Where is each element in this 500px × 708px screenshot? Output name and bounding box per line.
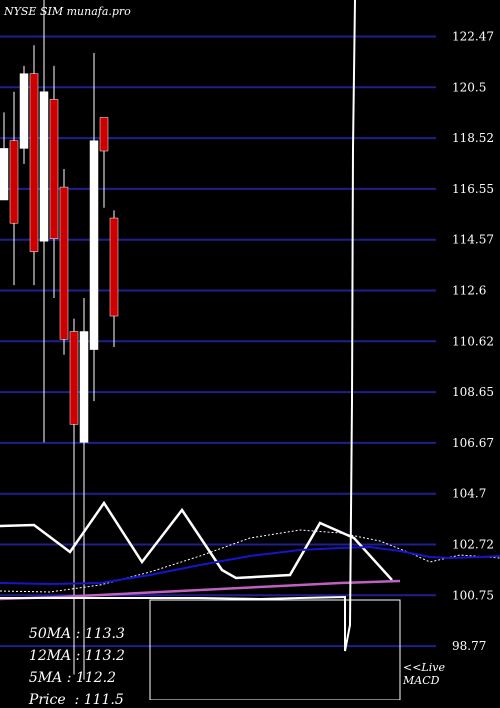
- candle-body: [99, 117, 109, 152]
- candle-body: [49, 99, 59, 239]
- price-label: Price: [28, 692, 75, 708]
- y-tick-label: 122.47: [452, 30, 494, 44]
- ma50-readout: 50MA : 113.3: [28, 626, 125, 642]
- price-value: 111.5: [83, 692, 124, 708]
- watermark: NYSE SIM munafa.pro: [3, 5, 131, 18]
- ma5-label: 5MA: [28, 670, 63, 686]
- ma5-readout: 5MA : 112.2: [28, 670, 116, 686]
- y-tick-label: 110.62: [452, 334, 494, 348]
- y-tick-label: 108.65: [452, 385, 494, 399]
- candle-body: [89, 140, 99, 350]
- y-tick-label: 100.75: [452, 588, 494, 602]
- candle-body: [69, 331, 79, 425]
- candle-body: [19, 73, 29, 149]
- macd-line-white-dotted: [0, 529, 500, 593]
- macd-box: [149, 599, 401, 700]
- chart-grid: 122.47 120.5 118.52 116.55 114.57 112.6 110.62…: [0, 30, 494, 653]
- macd-line-macd-spike: [0, 0, 356, 652]
- price-readout: Price : 111.5: [28, 692, 124, 708]
- y-tick-label: 118.52: [452, 131, 494, 145]
- ma12-readout: 12MA : 113.2: [28, 648, 125, 664]
- macd-line-white: [0, 500, 393, 581]
- y-tick-label: 112.6: [452, 284, 486, 298]
- live-macd-label: <<Live MACD: [403, 661, 445, 687]
- y-tick-label: 120.5: [452, 80, 486, 94]
- candle-body: [109, 217, 119, 317]
- y-tick-label: 114.57: [452, 233, 494, 247]
- candles: [0, 0, 119, 680]
- y-tick-label: 104.7: [452, 487, 486, 501]
- ma50-label: 50MA: [28, 626, 72, 642]
- ma12-value: 113.2: [84, 648, 125, 664]
- ma50-value: 113.3: [84, 626, 125, 642]
- y-tick-label: 98.77: [452, 639, 486, 653]
- candle-body: [29, 73, 39, 252]
- macd-line-blue: [0, 545, 500, 586]
- y-tick-label: 106.67: [452, 436, 494, 450]
- y-tick-label: 116.55: [452, 182, 494, 196]
- candle-body: [39, 91, 49, 242]
- macd-lines: [0, 0, 500, 652]
- ma5-value: 112.2: [75, 670, 116, 686]
- candle-body: [79, 331, 89, 443]
- ma12-label: 12MA: [28, 648, 72, 664]
- candle-body: [9, 140, 19, 224]
- y-tick-label: 102.72: [452, 538, 494, 552]
- candle-body: [59, 186, 69, 340]
- candle-body: [0, 148, 9, 201]
